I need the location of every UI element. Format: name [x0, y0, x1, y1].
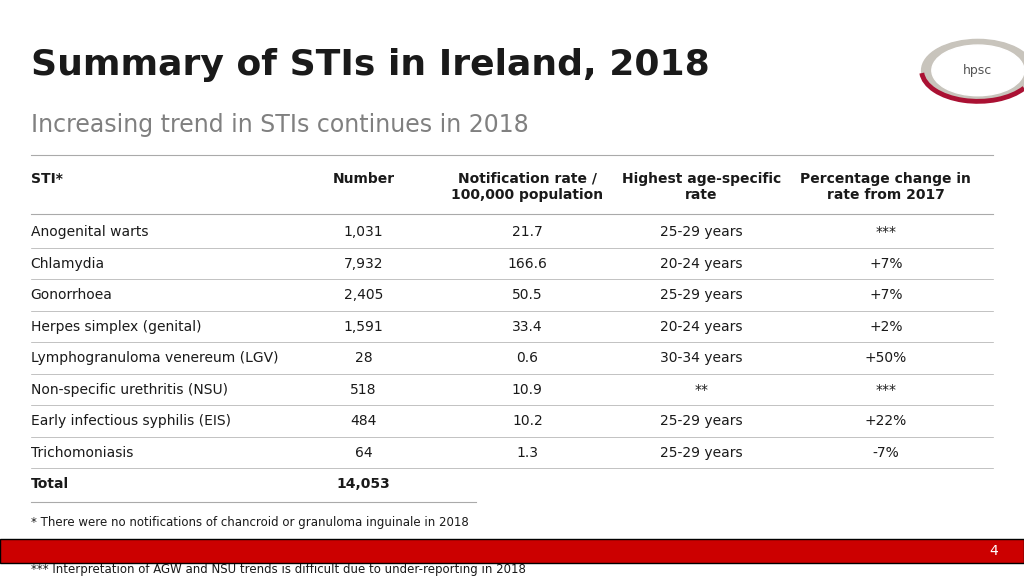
Text: Highest age-specific
rate: Highest age-specific rate: [622, 172, 781, 202]
Text: +22%: +22%: [864, 414, 907, 428]
Text: Gonorrhoea: Gonorrhoea: [31, 288, 113, 302]
Text: Summary of STIs in Ireland, 2018: Summary of STIs in Ireland, 2018: [31, 48, 710, 82]
Text: +7%: +7%: [869, 288, 902, 302]
Text: STI*: STI*: [31, 172, 62, 185]
Text: +2%: +2%: [869, 320, 902, 334]
Text: Number: Number: [333, 172, 394, 185]
Text: 4: 4: [989, 544, 998, 558]
Text: ***: ***: [876, 225, 896, 239]
Text: 50.5: 50.5: [512, 288, 543, 302]
Text: Percentage change in
rate from 2017: Percentage change in rate from 2017: [801, 172, 971, 202]
Text: Non-specific urethritis (NSU): Non-specific urethritis (NSU): [31, 382, 227, 397]
Text: 10.2: 10.2: [512, 414, 543, 428]
Text: *** Interpretation of AGW and NSU trends is difficult due to under-reporting in : *** Interpretation of AGW and NSU trends…: [31, 563, 525, 576]
Text: Trichomoniasis: Trichomoniasis: [31, 446, 133, 460]
Text: Increasing trend in STIs continues in 2018: Increasing trend in STIs continues in 20…: [31, 113, 528, 137]
Text: 1,031: 1,031: [344, 225, 383, 239]
Text: 25-29 years: 25-29 years: [660, 414, 742, 428]
Text: +50%: +50%: [864, 351, 907, 365]
Text: -7%: -7%: [872, 446, 899, 460]
Text: 64: 64: [354, 446, 373, 460]
Text: 25-29 years: 25-29 years: [660, 225, 742, 239]
Text: 20-24 years: 20-24 years: [660, 256, 742, 271]
Text: Notification rate /
100,000 population: Notification rate / 100,000 population: [452, 172, 603, 202]
Text: 21.7: 21.7: [512, 225, 543, 239]
FancyBboxPatch shape: [0, 540, 1024, 563]
Text: 1,591: 1,591: [344, 320, 383, 334]
Text: * There were no notifications of chancroid or granuloma inguinale in 2018: * There were no notifications of chancro…: [31, 516, 468, 529]
Text: Early infectious syphilis (EIS): Early infectious syphilis (EIS): [31, 414, 230, 428]
Text: 30-34 years: 30-34 years: [660, 351, 742, 365]
Text: +7%: +7%: [869, 256, 902, 271]
Text: 10.9: 10.9: [512, 382, 543, 397]
Text: ***: ***: [876, 382, 896, 397]
Text: 166.6: 166.6: [508, 256, 547, 271]
Text: 28: 28: [354, 351, 373, 365]
Text: 518: 518: [350, 382, 377, 397]
Text: Chlamydia: Chlamydia: [31, 256, 104, 271]
Text: **: **: [694, 382, 709, 397]
Text: Total: Total: [31, 478, 69, 491]
Text: Anogenital warts: Anogenital warts: [31, 225, 148, 239]
Text: 20-24 years: 20-24 years: [660, 320, 742, 334]
Text: Lymphogranuloma venereum (LGV): Lymphogranuloma venereum (LGV): [31, 351, 279, 365]
Text: 0.6: 0.6: [516, 351, 539, 365]
Text: 25-29 years: 25-29 years: [660, 446, 742, 460]
Circle shape: [932, 45, 1024, 96]
Text: 1.3: 1.3: [516, 446, 539, 460]
Text: 33.4: 33.4: [512, 320, 543, 334]
Text: hpsc: hpsc: [964, 64, 992, 77]
Text: 2,405: 2,405: [344, 288, 383, 302]
Circle shape: [922, 39, 1024, 101]
Text: 484: 484: [350, 414, 377, 428]
Text: 7,932: 7,932: [344, 256, 383, 271]
Text: ** Data provided as total numbers only, breakdown by age not available: ** Data provided as total numbers only, …: [31, 539, 461, 552]
Text: 14,053: 14,053: [337, 478, 390, 491]
Text: 25-29 years: 25-29 years: [660, 288, 742, 302]
Text: Herpes simplex (genital): Herpes simplex (genital): [31, 320, 202, 334]
